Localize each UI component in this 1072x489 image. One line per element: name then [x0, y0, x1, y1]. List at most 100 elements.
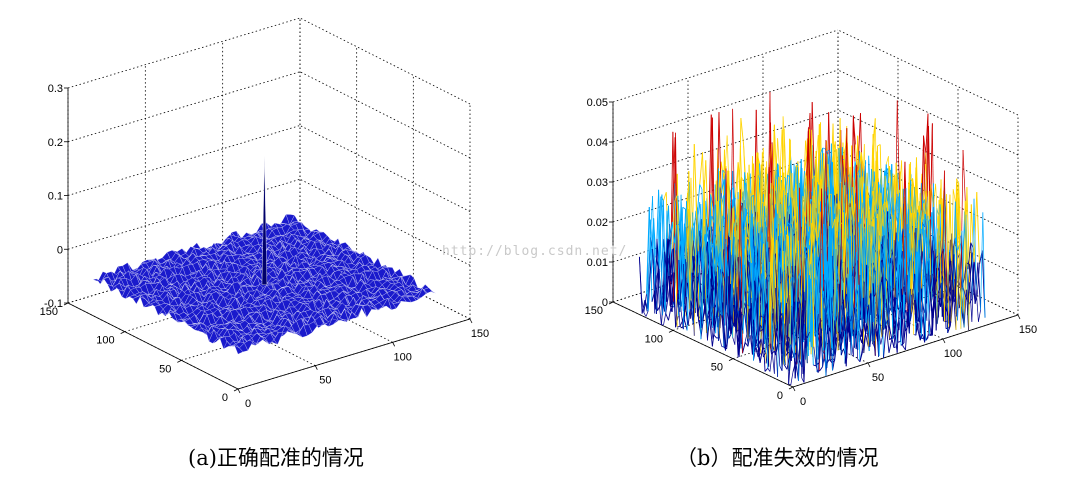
y-tick-mark: [788, 386, 794, 390]
surface-segment: [726, 324, 730, 349]
surface-segment: [971, 262, 975, 322]
surface-segment: [965, 214, 969, 331]
z-tick-label: 0.02: [587, 217, 608, 229]
grid-line: [837, 109, 1019, 196]
surface-segment: [927, 215, 931, 292]
x-tick-mark: [1017, 314, 1021, 320]
surface-segment: [882, 209, 886, 215]
surface-segment: [975, 289, 979, 322]
surface-segment: [929, 123, 933, 239]
surface-segment: [843, 159, 847, 183]
surface-segment: [947, 325, 951, 333]
surface-segment: [914, 273, 918, 324]
surface-segment: [893, 240, 897, 297]
surface-segment: [906, 183, 910, 225]
surface-segment: [699, 152, 703, 185]
surface-segment: [976, 264, 980, 295]
surface-segment: [952, 237, 956, 290]
y-axis-line: [67, 302, 239, 390]
surface-segment: [783, 364, 788, 370]
surface-segment: [677, 325, 681, 328]
surface-segment: [957, 254, 961, 321]
grid-line: [299, 71, 471, 159]
surface-segment: [827, 154, 831, 187]
x-tick-label: 50: [319, 375, 331, 387]
surface-segment: [889, 166, 893, 198]
surface-segment: [963, 289, 967, 328]
x-tick-label: 50: [872, 372, 884, 384]
surface-segment: [917, 233, 921, 294]
surface-segment: [952, 289, 957, 330]
surface-lines: [638, 92, 986, 386]
surface-segment: [912, 178, 916, 274]
surface-segment: [952, 201, 956, 297]
surface-segment: [862, 333, 866, 352]
surface-segment: [893, 162, 897, 245]
surface-segment: [895, 162, 899, 197]
surface-segment: [907, 288, 911, 326]
surface-segment: [928, 216, 932, 222]
surface-segment: [894, 227, 898, 290]
surface-segment: [923, 135, 927, 153]
surface-segment: [960, 306, 965, 328]
surface-segment: [864, 333, 869, 347]
surface-segment: [923, 203, 927, 215]
surface-segment: [910, 178, 913, 289]
surface-segment: [826, 149, 830, 153]
surface-segment: [959, 230, 963, 255]
z-tick-label: 0.05: [587, 97, 608, 109]
z-tick-label: 0.3: [48, 83, 63, 95]
grid-line: [299, 125, 471, 212]
surface-segment: [916, 240, 920, 324]
surface-segment: [708, 114, 712, 240]
z-tick-label: 0.1: [48, 191, 63, 203]
surface-segment: [951, 279, 955, 301]
surface-segment: [883, 325, 887, 359]
surface-segment: [939, 198, 943, 298]
surface-segment: [887, 234, 890, 317]
surface-segment: [921, 135, 924, 211]
surface-segment: [934, 223, 938, 269]
x-axis-line: [792, 314, 1019, 388]
surface-segment: [885, 325, 890, 353]
surface-segment: [839, 183, 843, 236]
surface-segment: [895, 172, 899, 214]
surface-segment: [942, 248, 946, 278]
grid-line: [837, 189, 1019, 276]
surface-segment: [933, 296, 936, 307]
surface-segment: [713, 334, 718, 339]
x-tick-mark: [314, 365, 318, 370]
surface-segment: [964, 200, 968, 316]
surface-segment: [927, 246, 931, 275]
surface-segment: [969, 282, 973, 322]
surface-segment: [962, 200, 966, 319]
surface-segment: [936, 200, 940, 325]
surface-segment: [950, 260, 954, 290]
surface-segment: [813, 364, 817, 367]
y-tick-label: 150: [40, 306, 58, 318]
surface-segment: [962, 150, 966, 201]
surface-segment: [682, 206, 686, 210]
surface-segment: [926, 246, 930, 320]
surface-segment: [974, 294, 978, 304]
surface-segment: [965, 289, 969, 331]
surface-segment: [744, 342, 749, 347]
x-tick-label: 150: [1019, 324, 1037, 336]
surface-segment: [894, 194, 898, 212]
x-tick-label: 0: [245, 398, 251, 410]
surface-segment: [641, 300, 646, 314]
x-tick-label: 0: [800, 396, 806, 408]
surface-segment: [973, 192, 978, 263]
surface-segment: [960, 150, 964, 289]
surface-segment: [828, 359, 833, 363]
x-tick-label: 150: [471, 328, 489, 340]
surface-segment: [974, 262, 979, 304]
surface-segment: [933, 183, 936, 208]
y-tick-label: 100: [645, 333, 663, 345]
surface-segment: [868, 155, 872, 206]
surface-segment: [671, 137, 676, 222]
surface-segment: [946, 194, 950, 328]
z-tick-label: -0.1: [44, 298, 63, 310]
surface-segment: [980, 212, 984, 310]
